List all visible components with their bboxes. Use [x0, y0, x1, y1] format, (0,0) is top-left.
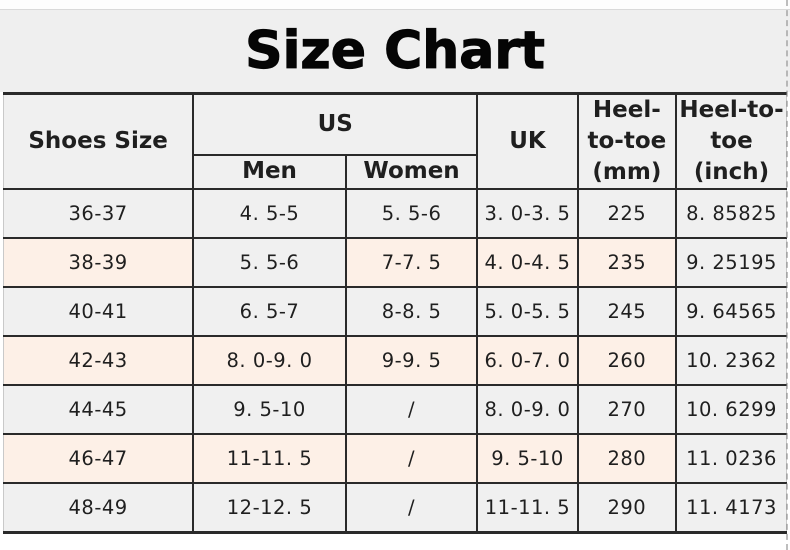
table-cell: 6. 5-7: [192, 286, 347, 338]
table-row: 44-45 9. 5-10/8. 0-9. 0 270 10. 6299: [3, 384, 788, 436]
table-cell: 3. 0-3. 5: [476, 188, 579, 240]
table-cell: 36-37: [3, 188, 195, 240]
table-cell: 11-11. 5: [192, 433, 347, 485]
header-heel-to-toe-inch: Heel-to- toe (inch): [675, 92, 788, 191]
table-row: 42-43 8. 0-9. 0 9-9. 5 6. 0-7. 0 260 10. 2362: [3, 335, 788, 387]
table-cell: 260: [576, 335, 678, 387]
top-margin-strip: [0, 0, 790, 10]
table-header: Shoes Size US UK Heel- to-toe (mm) Heel-…: [3, 92, 788, 191]
header-us-women: Women: [344, 153, 478, 191]
table-cell: 245: [576, 286, 678, 338]
table-body: 36-37 4. 5-5 5. 5-6 3. 0-3. 5 225 8. 85825 38-…: [3, 188, 788, 534]
table-cell: 4. 0-4. 5: [476, 237, 579, 289]
table-cell: 8-8. 5: [344, 286, 479, 338]
table-cell: 4. 5-5: [192, 188, 347, 240]
table-cell: 10. 6299: [675, 384, 788, 436]
table-cell: 11. 4173: [675, 482, 788, 534]
table-cell: 44-45: [3, 384, 195, 436]
table-cell: 38-39: [3, 237, 195, 289]
page-title: Size Chart: [0, 10, 790, 92]
table-cell: 5. 0-5. 5: [476, 286, 579, 338]
table-cell: 6. 0-7. 0: [476, 335, 579, 387]
table-cell: 46-47: [3, 433, 195, 485]
table-cell: 9. 64565: [675, 286, 788, 338]
table-cell: 40-41: [3, 286, 195, 338]
table-cell: 290: [576, 482, 678, 534]
table-cell: 270: [576, 384, 678, 436]
table-cell: 11-11. 5: [476, 482, 579, 534]
table-cell: 8. 0-9. 0: [192, 335, 347, 387]
header-us-group: US: [192, 92, 479, 156]
table-cell: 9-9. 5: [344, 335, 479, 387]
table-cell: /: [344, 384, 479, 436]
table-cell: 225: [576, 188, 678, 240]
table-row: 38-39 5. 5-6 7-7. 5 4. 0-4. 5 235 9. 25195: [3, 237, 788, 289]
table-cell: 5. 5-6: [192, 237, 347, 289]
table-cell: /: [344, 433, 479, 485]
table-cell: 8. 85825: [675, 188, 788, 240]
table-cell: 280: [576, 433, 678, 485]
header-row-sub: Men Women: [4, 153, 787, 191]
header-uk: UK: [476, 92, 579, 191]
header-row-top: Shoes Size US UK Heel- to-toe (mm) Heel-…: [3, 92, 788, 191]
table-cell: 12-12. 5: [192, 482, 347, 534]
table-cell: 9. 5-10: [476, 433, 579, 485]
table-cell: 5. 5-6: [344, 188, 479, 240]
table-cell: 235: [576, 237, 678, 289]
right-edge-cut-mark: [786, 0, 788, 550]
header-shoes-size: Shoes Size: [3, 92, 195, 191]
table-cell: 48-49: [3, 482, 195, 534]
header-us-men: Men: [192, 153, 347, 191]
table-row: 48-49 12-12. 5/11-11. 5 290 11. 4173: [3, 482, 788, 534]
table-row: 46-47 11-11. 5/9. 5-10 280 11. 0236: [3, 433, 788, 485]
table-cell: 8. 0-9. 0: [476, 384, 579, 436]
table-row: 40-41 6. 5-7 8-8. 5 5. 0-5. 5 245 9. 64565: [3, 286, 788, 338]
table-cell: 42-43: [3, 335, 195, 387]
size-chart-table: Shoes Size US UK Heel- to-toe (mm) Heel-…: [3, 92, 788, 534]
table-cell: 9. 25195: [675, 237, 788, 289]
table-cell: 11. 0236: [675, 433, 788, 485]
header-heel-to-toe-mm: Heel- to-toe (mm): [576, 92, 678, 191]
table-cell: 10. 2362: [675, 335, 788, 387]
table-cell: /: [344, 482, 479, 534]
table-cell: 7-7. 5: [344, 237, 479, 289]
table-row: 36-37 4. 5-5 5. 5-6 3. 0-3. 5 225 8. 85825: [3, 188, 788, 240]
table-cell: 9. 5-10: [192, 384, 347, 436]
